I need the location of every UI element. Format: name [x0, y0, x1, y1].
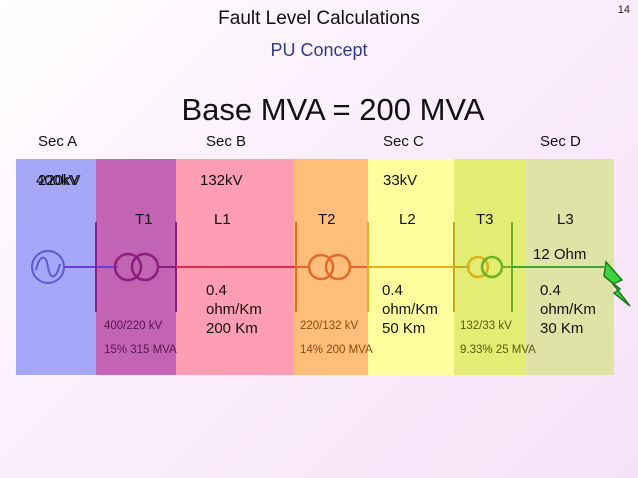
section-label-d: Sec D [540, 133, 581, 150]
t2-ratio: 220/132 kV [300, 320, 359, 332]
slide-title: Fault Level Calculations [218, 8, 420, 29]
l2-length: 50 Km [382, 320, 426, 337]
label-l2: L2 [399, 211, 416, 228]
label-l1: L1 [214, 211, 231, 228]
voltage-sec-a-400: 400kV [36, 172, 79, 189]
slide-subtitle: PU Concept [270, 40, 368, 60]
t3-rating: 9.33% 25 MVA [460, 344, 536, 356]
voltage-sec-b: 132kV [200, 172, 243, 189]
section-label-a: Sec A [38, 133, 78, 150]
transformer-t1-symbol [113, 252, 160, 282]
l3-impedance: 0.4 [540, 282, 561, 299]
base-mva-heading: Base MVA = 200 MVA [181, 92, 485, 127]
section-label-c: Sec C [383, 133, 424, 150]
l2-params: 0.4 ohm/Km 50 Km [382, 281, 438, 338]
l3-params: 0.4 ohm/Km 30 Km [540, 281, 596, 338]
slide-number: 14 [617, 4, 630, 16]
section-label-b: Sec B [206, 133, 247, 150]
t1-ratio: 400/220 kV [104, 320, 163, 332]
label-t3: T3 [476, 211, 494, 228]
l3-length: 30 Km [540, 320, 584, 337]
l1-params: 0.4 ohm/Km 200 Km [206, 281, 262, 338]
l1-impedance: 0.4 [206, 282, 227, 299]
voltage-sec-c: 33kV [383, 172, 418, 189]
load-impedance: 12 Ohm [533, 246, 587, 263]
label-l3: L3 [557, 211, 574, 228]
fault-lightning-icon [603, 260, 631, 307]
transformer-t3-symbol [466, 255, 504, 279]
l3-unit: ohm/Km [540, 301, 596, 318]
generator-symbol [31, 250, 65, 284]
l1-length: 200 Km [206, 320, 258, 337]
label-t1: T1 [135, 211, 153, 228]
t2-rating: 14% 200 MVA [300, 344, 373, 356]
transformer-t2-symbol [307, 253, 352, 281]
t3-ratio: 132/33 kV [460, 320, 512, 332]
voltage-sec-a-220: 220kV [38, 172, 81, 189]
l2-unit: ohm/Km [382, 301, 438, 318]
t1-rating: 15% 315 MVA [104, 344, 177, 356]
l1-unit: ohm/Km [206, 301, 262, 318]
l2-impedance: 0.4 [382, 282, 403, 299]
label-t2: T2 [318, 211, 336, 228]
